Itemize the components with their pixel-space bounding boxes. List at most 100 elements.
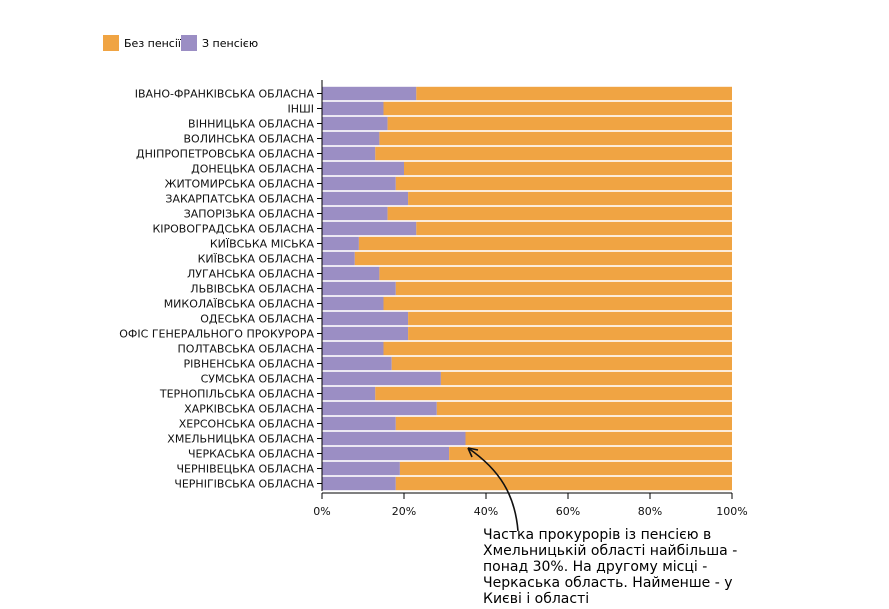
y-tick-label: РІВНЕНСЬКА ОБЛАСНА: [184, 358, 315, 371]
bar-with-pension[interactable]: [322, 416, 396, 431]
y-tick-label: КИЇВСЬКА МІСЬКА: [210, 238, 315, 251]
bar-without-pension[interactable]: [375, 146, 732, 161]
bar-without-pension[interactable]: [354, 251, 732, 266]
bar-without-pension[interactable]: [395, 416, 732, 431]
bar-with-pension[interactable]: [322, 401, 437, 416]
y-tick-label: ЗАКАРПАТСЬКА ОБЛАСНА: [165, 193, 314, 206]
bar-with-pension[interactable]: [322, 251, 355, 266]
bar-without-pension[interactable]: [391, 356, 732, 371]
bar-with-pension[interactable]: [322, 116, 388, 131]
bar-with-pension[interactable]: [322, 476, 396, 491]
bar-with-pension[interactable]: [322, 386, 376, 401]
bar-without-pension[interactable]: [358, 236, 732, 251]
x-tick-label: 80%: [638, 505, 662, 518]
y-tick-label: КІРОВОГРАДСЬКА ОБЛАСНА: [152, 223, 314, 236]
bar-without-pension[interactable]: [379, 131, 732, 146]
bar-with-pension[interactable]: [322, 326, 409, 341]
bar-without-pension[interactable]: [383, 101, 733, 116]
legend-label-without-pension: Без пенсії: [124, 36, 181, 50]
x-tick-label: 20%: [392, 505, 416, 518]
bar-without-pension[interactable]: [408, 311, 732, 326]
legend-swatch-without-pension: [103, 35, 119, 51]
bar-without-pension[interactable]: [395, 281, 732, 296]
x-tick-label: 60%: [556, 505, 580, 518]
bar-with-pension[interactable]: [322, 101, 384, 116]
bar-without-pension[interactable]: [395, 176, 732, 191]
bar-with-pension[interactable]: [322, 266, 380, 281]
y-tick-label: ЖИТОМИРСЬКА ОБЛАСНА: [165, 178, 315, 191]
bar-with-pension[interactable]: [322, 431, 466, 446]
bar-without-pension[interactable]: [436, 401, 732, 416]
y-tick-label: ХЕРСОНСЬКА ОБЛАСНА: [179, 418, 315, 431]
x-tick-label: 0%: [313, 505, 330, 518]
y-tick-label: ЛУГАНСЬКА ОБЛАСНА: [187, 268, 314, 281]
bar-with-pension[interactable]: [322, 236, 359, 251]
bar-with-pension[interactable]: [322, 146, 376, 161]
y-tick-label: ЛЬВІВСЬКА ОБЛАСНА: [190, 283, 314, 296]
bar-without-pension[interactable]: [399, 461, 732, 476]
bar-without-pension[interactable]: [449, 446, 732, 461]
x-tick-label: 100%: [716, 505, 747, 518]
bar-without-pension[interactable]: [404, 161, 732, 176]
bar-without-pension[interactable]: [465, 431, 733, 446]
y-tick-label: СУМСЬКА ОБЛАСНА: [201, 373, 315, 386]
y-axis: [317, 80, 323, 491]
y-tick-label: ВІННИЦЬКА ОБЛАСНА: [188, 118, 314, 131]
bar-with-pension[interactable]: [322, 446, 450, 461]
y-tick-label: ТЕРНОПІЛЬСЬКА ОБЛАСНА: [159, 388, 315, 401]
bar-with-pension[interactable]: [322, 311, 409, 326]
bar-without-pension[interactable]: [383, 341, 733, 356]
bar-with-pension[interactable]: [322, 161, 404, 176]
annotation-arrow: [467, 447, 519, 532]
bar-with-pension[interactable]: [322, 281, 396, 296]
bar-without-pension[interactable]: [416, 86, 732, 101]
y-tick-label: КИЇВСЬКА ОБЛАСНА: [198, 253, 315, 266]
annotation-text: Частка прокурорів із пенсією в Хмельниць…: [483, 527, 738, 607]
bar-with-pension[interactable]: [322, 356, 392, 371]
bar-without-pension[interactable]: [408, 191, 732, 206]
bar-without-pension[interactable]: [387, 206, 732, 221]
bar-with-pension[interactable]: [322, 221, 417, 236]
y-tick-label: ІНШІ: [287, 103, 314, 116]
y-tick-label: ЧЕРНІВЕЦЬКА ОБЛАСНА: [176, 463, 314, 476]
y-tick-label: ІВАНО-ФРАНКІВСЬКА ОБЛАСНА: [135, 88, 315, 101]
bar-without-pension[interactable]: [440, 371, 732, 386]
y-tick-label: ЧЕРКАСЬКА ОБЛАСНА: [188, 448, 314, 461]
bar-without-pension[interactable]: [416, 221, 732, 236]
bar-with-pension[interactable]: [322, 296, 384, 311]
y-tick-label: ХАРКІВСЬКА ОБЛАСНА: [184, 403, 314, 416]
bar-with-pension[interactable]: [322, 461, 400, 476]
y-tick-label: ПОЛТАВСЬКА ОБЛАСНА: [177, 343, 314, 356]
bar-with-pension[interactable]: [322, 206, 388, 221]
legend-item-without-pension[interactable]: Без пенсії: [103, 35, 181, 51]
bar-without-pension[interactable]: [383, 296, 733, 311]
y-tick-label: МИКОЛАЇВСЬКА ОБЛАСНА: [164, 298, 315, 311]
bar-without-pension[interactable]: [379, 266, 732, 281]
bar-with-pension[interactable]: [322, 86, 417, 101]
y-tick-label: ОФІС ГЕНЕРАЛЬНОГО ПРОКУРОРА: [119, 328, 314, 341]
x-axis: 0% 20% 40% 60% 80% 100%: [313, 492, 748, 518]
y-tick-label: ОДЕСЬКА ОБЛАСНА: [200, 313, 314, 326]
annotation-arrow-head: [467, 447, 479, 458]
y-tick-label: ЗАПОРІЗЬКА ОБЛАСНА: [184, 208, 315, 221]
legend-label-with-pension: З пенсією: [202, 36, 259, 50]
y-tick-label: ХМЕЛЬНИЦЬКА ОБЛАСНА: [167, 433, 314, 446]
legend-item-with-pension[interactable]: З пенсією: [181, 35, 258, 51]
bar-without-pension[interactable]: [375, 386, 732, 401]
y-tick-label: ДНІПРОПЕТРОВСЬКА ОБЛАСНА: [136, 148, 314, 161]
bar-without-pension[interactable]: [395, 476, 732, 491]
bar-with-pension[interactable]: [322, 341, 384, 356]
bars-group: [322, 86, 733, 491]
y-axis-labels: ІВАНО-ФРАНКІВСЬКА ОБЛАСНА ІНШІ ВІННИЦЬКА О…: [119, 88, 314, 491]
y-tick-label: ВОЛИНСЬКА ОБЛАСНА: [183, 133, 314, 146]
bar-without-pension[interactable]: [387, 116, 732, 131]
bar-with-pension[interactable]: [322, 371, 441, 386]
legend-swatch-with-pension: [181, 35, 197, 51]
y-tick-label: ЧЕРНІГІВСЬКА ОБЛАСНА: [174, 478, 314, 491]
y-tick-label: ДОНЕЦЬКА ОБЛАСНА: [191, 163, 314, 176]
bar-without-pension[interactable]: [408, 326, 732, 341]
bar-with-pension[interactable]: [322, 191, 409, 206]
bar-with-pension[interactable]: [322, 131, 380, 146]
bar-with-pension[interactable]: [322, 176, 396, 191]
